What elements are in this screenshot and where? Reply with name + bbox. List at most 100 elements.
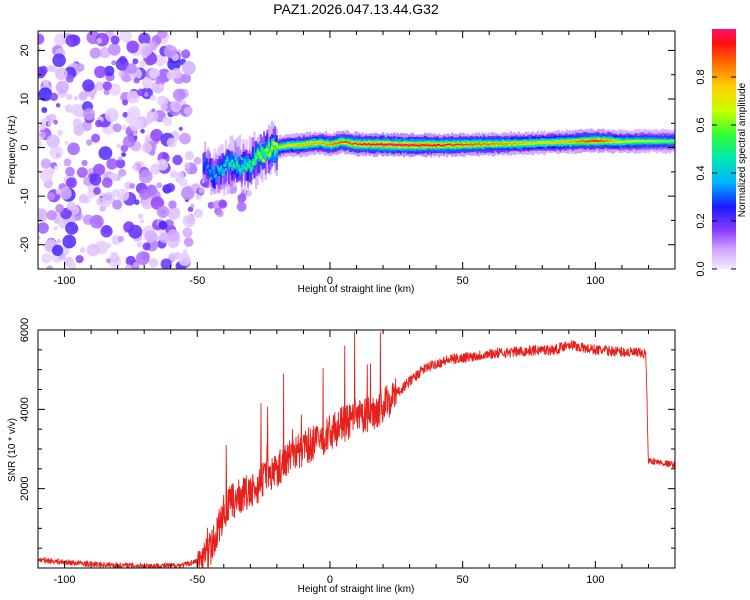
ridge-cell [294, 144, 297, 147]
ridge-cell [202, 163, 205, 167]
noise-blob [106, 158, 118, 170]
ridge-cell [447, 143, 450, 146]
noise-blob [66, 201, 77, 211]
y-tick-label: 0 [19, 145, 31, 151]
noise-blob [112, 199, 123, 210]
noise-blob [236, 201, 247, 212]
snr-y-label: SNR (10 * v/v) [7, 418, 18, 482]
noise-blob [38, 222, 49, 234]
ridge-cell [549, 141, 552, 143]
noise-blob [47, 192, 56, 201]
ridge-cell [247, 163, 250, 181]
ridge-cell [414, 143, 417, 147]
ridge-cell [280, 146, 283, 148]
ridge-cell [656, 140, 659, 143]
noise-blob [78, 91, 88, 101]
y-tick-label: 6000 [19, 318, 31, 342]
ridge-cell [662, 140, 665, 143]
ridge-cell [487, 143, 490, 146]
colorbar-gradient [712, 29, 736, 269]
ridge-cell [594, 139, 597, 144]
ridge-cell [231, 159, 234, 163]
ridge-cell [564, 141, 567, 143]
noise-blob [41, 253, 52, 264]
noise-blob [102, 81, 112, 91]
ridge-cell [591, 139, 594, 142]
ridge-cell [263, 149, 266, 156]
noise-blob [119, 31, 132, 42]
ridge-cell [218, 166, 221, 189]
ridge-cell [204, 164, 207, 175]
ridge-cell [521, 142, 524, 144]
noise-blob [104, 65, 115, 77]
ridge-cell [619, 141, 622, 143]
ridge-cell [267, 153, 270, 157]
noise-blob [179, 132, 191, 145]
ridge-cell [589, 140, 592, 143]
ridge-cell [253, 161, 256, 165]
noise-blob [195, 194, 202, 200]
noise-blob [62, 234, 77, 249]
ridge-cell [274, 147, 277, 154]
ridge-cell [357, 143, 359, 146]
ridge-cell [516, 141, 519, 145]
noise-blob [56, 238, 61, 244]
noise-blob [126, 40, 140, 54]
ridge-cell [459, 143, 461, 146]
ridge-cell [667, 140, 670, 142]
ridge-cell [554, 141, 557, 143]
ridge-cell [508, 142, 511, 146]
ridge-cell [416, 144, 418, 147]
ridge-cell [439, 143, 442, 147]
ridge-cell [240, 157, 243, 160]
noise-blob [136, 251, 150, 266]
ridge-cell [220, 165, 223, 173]
snr-panel: -100 -50 0 50 100 2000 4000 6000 Height of str… [7, 318, 676, 595]
spectrogram-y-ticks: 20 10 0 -10 -20 [19, 44, 675, 270]
ridge-cell [379, 143, 382, 145]
ridge-cell [228, 150, 230, 166]
ridge-cell [544, 141, 547, 144]
ridge-cell [271, 144, 273, 162]
noise-blob [169, 170, 178, 179]
noise-blob [156, 206, 169, 219]
ridge-cell [517, 142, 520, 145]
ridge-cell [400, 144, 402, 146]
ridge-cell [546, 142, 549, 144]
ridge-cell [417, 144, 420, 147]
ridge-cell [221, 172, 224, 177]
noise-blob [157, 31, 168, 39]
ridge-cell [279, 146, 281, 149]
ridge-cell [293, 144, 296, 146]
noise-blob [184, 162, 191, 169]
noise-blob [49, 92, 59, 101]
ridge-cell [565, 141, 568, 144]
ridge-cell [575, 139, 578, 143]
ridge-cell [256, 151, 259, 174]
ridge-cell [586, 140, 589, 143]
ridge-cell [462, 144, 465, 146]
ridge-cell [337, 142, 340, 144]
ridge-cell [487, 141, 490, 146]
noise-blob [137, 213, 144, 219]
noise-blob [102, 177, 113, 188]
ridge-cell [425, 144, 428, 147]
x-tick-label: -50 [189, 574, 205, 586]
noise-blob [178, 177, 188, 187]
ridge-cell [613, 140, 616, 143]
ridge-cell [328, 144, 331, 146]
ridge-cell [310, 141, 313, 145]
noise-blob [157, 95, 168, 107]
ridge-cell [586, 138, 589, 143]
noise-blob [111, 237, 117, 243]
noise-blob [149, 94, 157, 102]
ridge-cell [600, 139, 603, 142]
ridge-cell [525, 143, 528, 145]
noise-blob [96, 197, 105, 206]
ridge-cell [285, 145, 288, 147]
ridge-cell [322, 142, 324, 145]
ridge-cell [269, 152, 272, 156]
ridge-cell [361, 143, 364, 146]
noise-blob [168, 200, 177, 209]
